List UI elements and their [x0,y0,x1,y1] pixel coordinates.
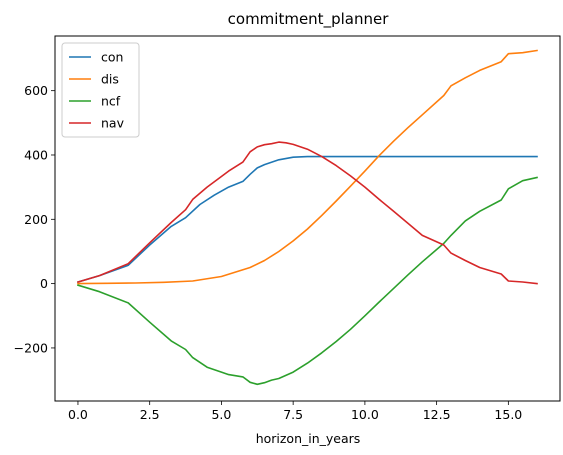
x-tick-label: 7.5 [283,407,303,422]
series-line-ncf [77,176,538,386]
x-tick-label: 15.0 [494,407,522,422]
plot-frame [54,35,561,402]
legend-label-ncf: ncf [101,94,121,109]
x-tick-label: 2.5 [140,407,160,422]
y-tick-label: 400 [24,147,48,162]
legend-label-dis: dis [101,72,119,87]
series-line-nav [77,141,538,285]
y-tick-label: 600 [24,83,48,98]
series-line-con [77,155,538,283]
legend: con dis ncf nav [61,42,140,138]
x-tick-label: 12.5 [423,407,451,422]
y-tick-label: 200 [24,212,48,227]
y-tick-label: 0 [40,276,48,291]
chart-title: commitment_planner [228,10,390,29]
x-tick-label: 0.0 [68,407,88,422]
legend-box [61,42,140,138]
y-tick-label: −200 [14,340,48,355]
x-tick-label: 10.0 [351,407,379,422]
series-line-dis [77,49,538,285]
y-axis-ticks: −200 0 200 400 600 [14,83,55,355]
x-axis-label: horizon_in_years [256,431,361,446]
legend-label-con: con [101,50,123,65]
x-axis-ticks: 0.0 2.5 5.0 7.5 10.0 12.5 15.0 [68,401,522,422]
x-tick-label: 5.0 [211,407,231,422]
legend-label-nav: nav [101,116,125,131]
series-layer [77,49,538,386]
